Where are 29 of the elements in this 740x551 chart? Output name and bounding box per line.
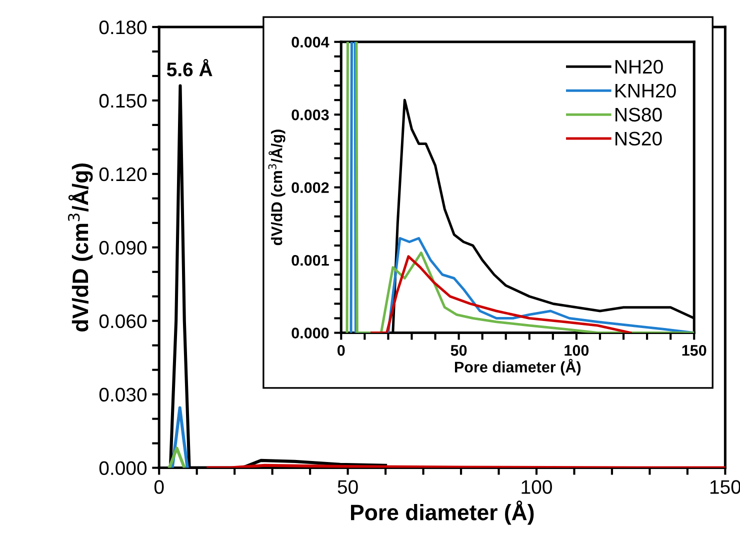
- x-tick-label: 0: [337, 345, 345, 356]
- x-axis-title: Pore diameter (Å): [351, 500, 534, 525]
- x-tick-label: 100: [564, 345, 589, 356]
- y-tick-label: 0.120: [99, 167, 147, 182]
- y-tick-label: 0.150: [99, 94, 147, 108]
- x-tick-label: 50: [338, 480, 358, 494]
- y-tick-label: 0.002: [292, 182, 329, 194]
- y-tick-label: 0.090: [99, 240, 147, 255]
- y-tick-label: 0.180: [99, 20, 147, 34]
- x-tick-label: 0: [154, 480, 164, 494]
- x-tick-label: 150: [682, 345, 706, 356]
- annotation: 5.6 Å: [166, 59, 212, 76]
- y-tick-label: 0.000: [99, 461, 147, 476]
- legend-label: NS20: [616, 132, 662, 146]
- legend-label: NS80: [616, 108, 662, 122]
- y-tick-label: 0.004: [292, 36, 330, 48]
- y-tick-label: 0.030: [99, 388, 147, 402]
- y-tick-label: 0.060: [99, 314, 147, 328]
- legend-label: KNH20: [616, 84, 676, 98]
- y-tick-label: 0.000: [292, 328, 329, 338]
- x-tick-label: 50: [450, 345, 467, 356]
- y-tick-label: 0.001: [292, 254, 329, 266]
- legend-label: NH20: [616, 60, 663, 74]
- x-axis-title: Pore diameter (Å): [454, 358, 581, 376]
- line-series: [370, 255, 632, 333]
- x-tick-label: 100: [522, 480, 552, 494]
- y-tick-label: 0.003: [292, 109, 329, 120]
- y-axis-title: dV/dD (cm$^{3}$/Å/g): [68, 164, 93, 332]
- y-axis-title: dV/dD (cm$^{3}$/Å/g): [268, 130, 286, 246]
